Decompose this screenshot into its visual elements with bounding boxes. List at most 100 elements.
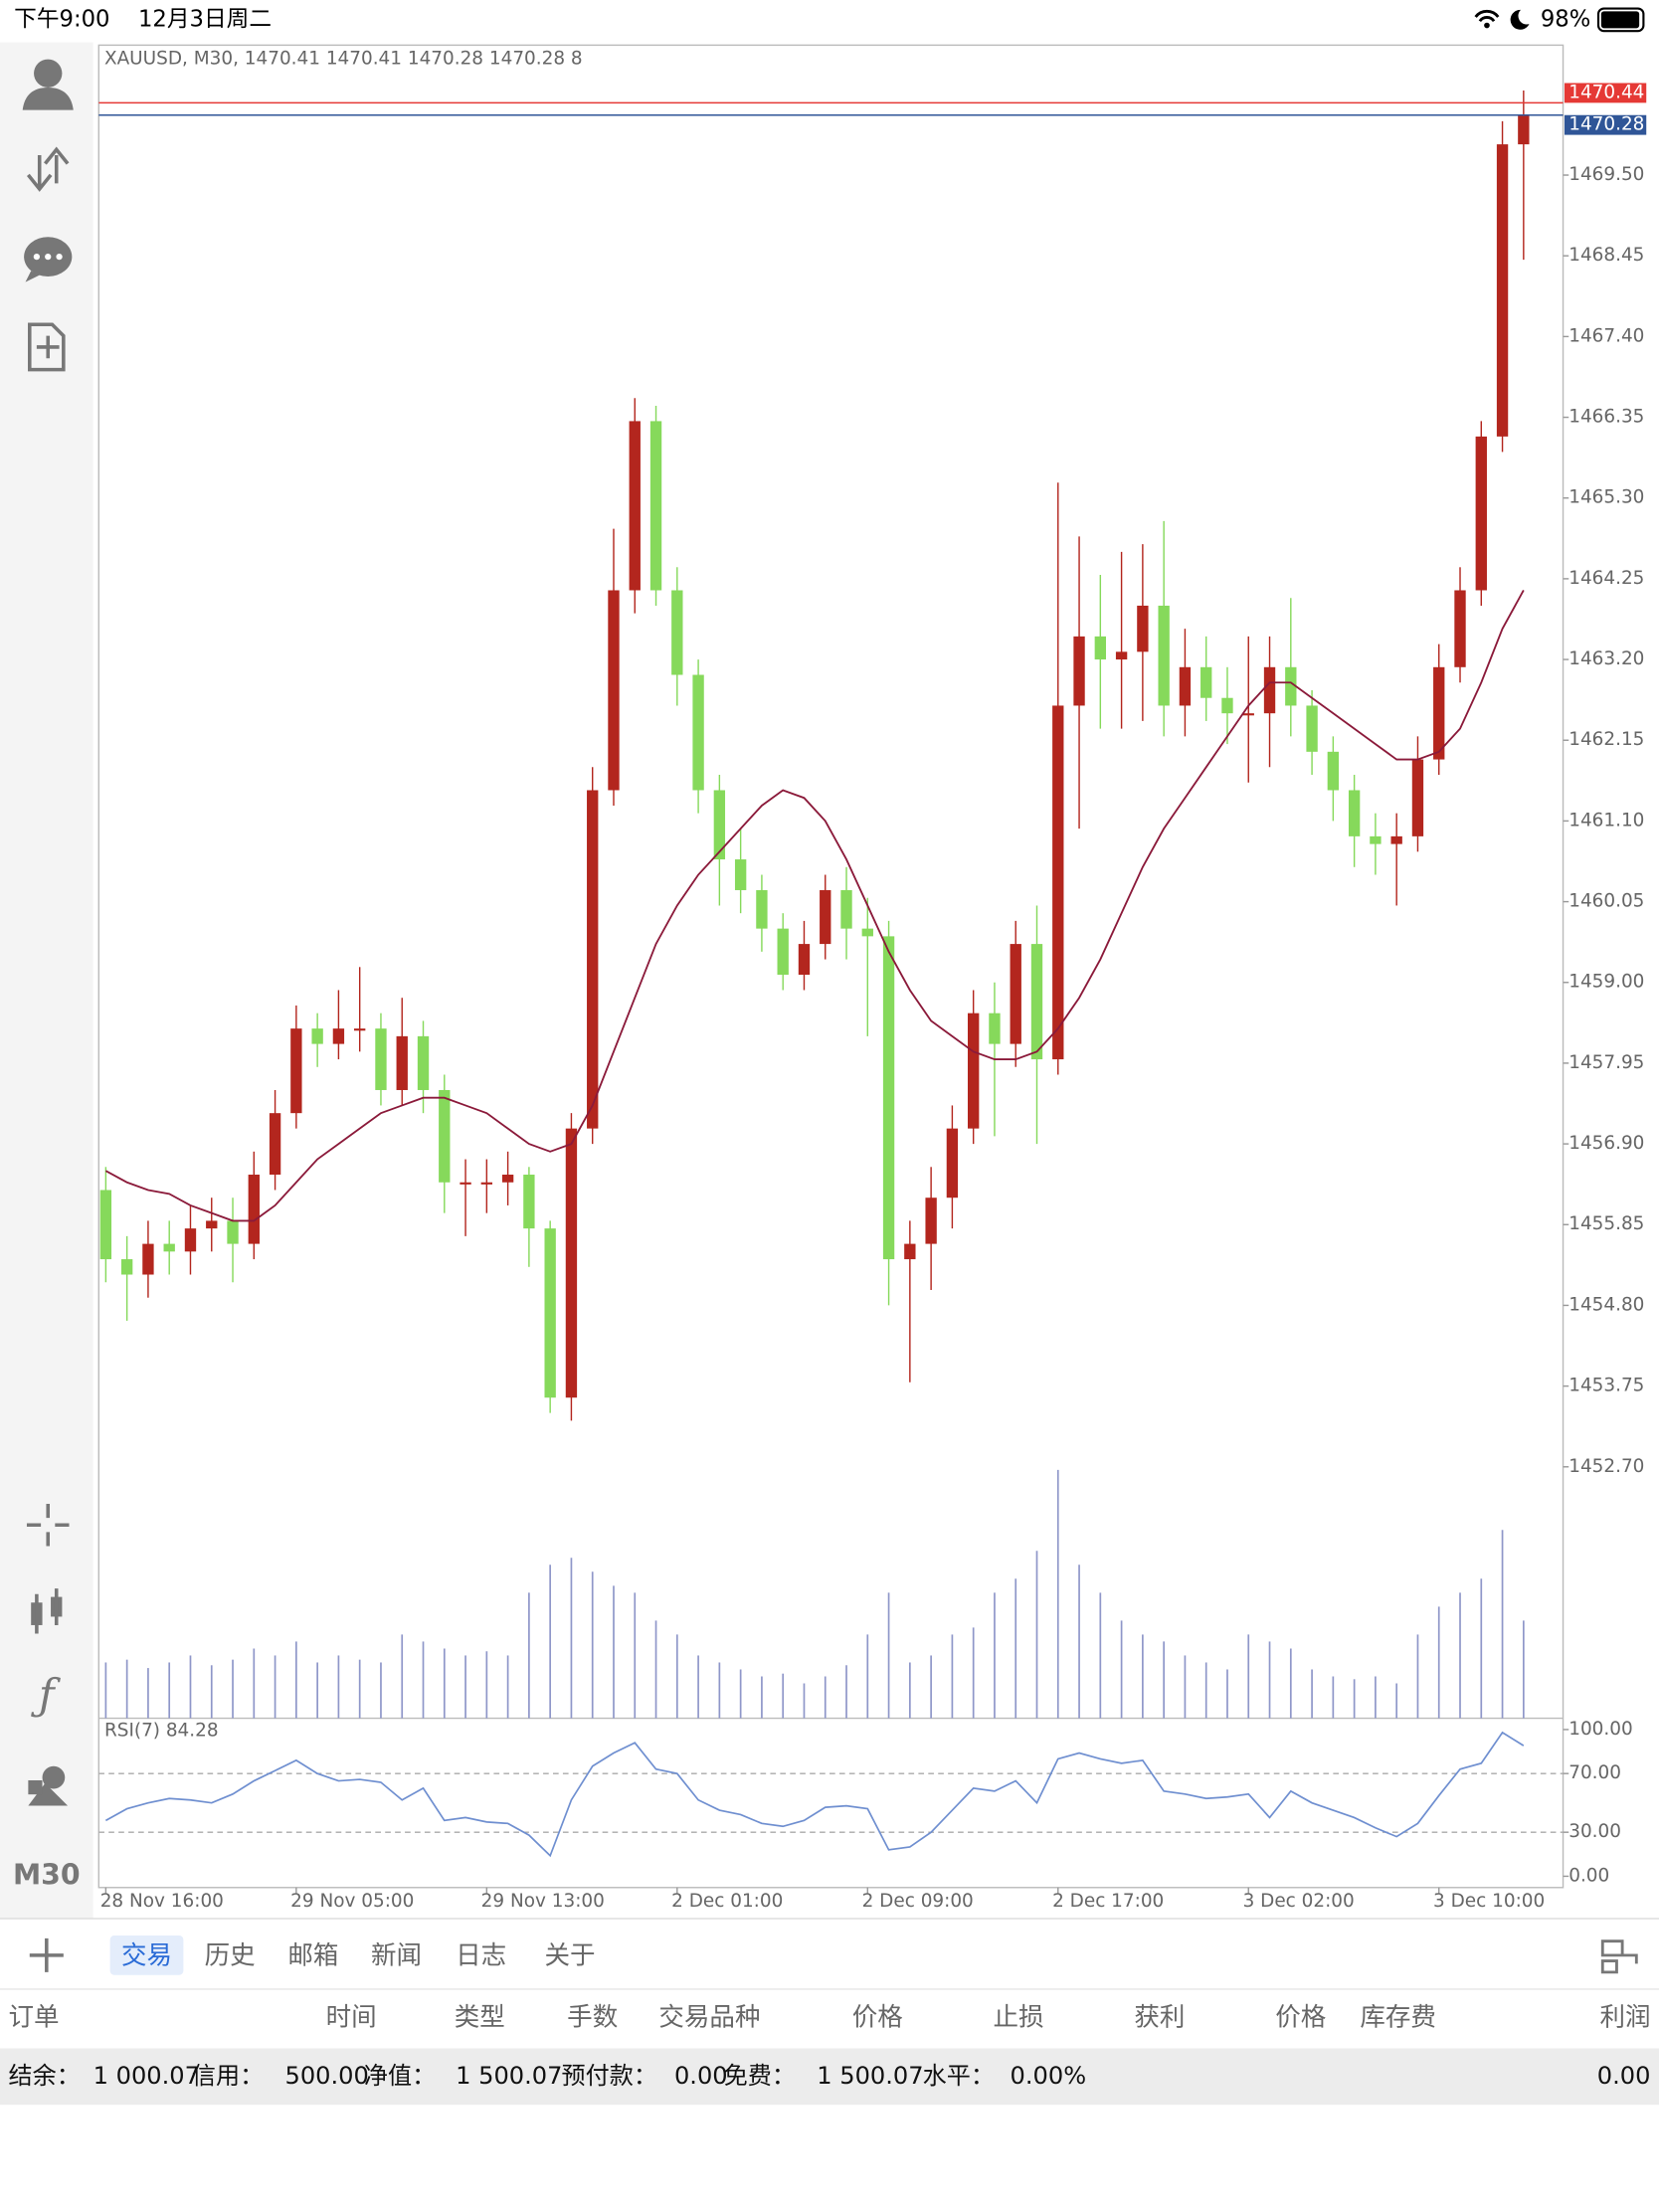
battery-fill <box>1600 11 1640 29</box>
tab[interactable]: 新闻 <box>371 1940 422 1970</box>
candle-body <box>820 889 831 945</box>
crosshair-button[interactable] <box>26 1503 70 1547</box>
summary-value: 1 500.07 <box>817 2062 923 2090</box>
column-header: 类型 <box>455 2003 505 2033</box>
candle-body <box>396 1035 408 1090</box>
rsi-tick-label: 0.00 <box>1568 1865 1609 1886</box>
candle-body <box>99 1190 112 1260</box>
candle-body <box>1242 713 1254 716</box>
candle-body <box>1475 436 1487 591</box>
candle-body <box>671 590 683 675</box>
tab[interactable]: 交易 <box>121 1940 172 1970</box>
y-tick-label: 1461.10 <box>1568 810 1644 830</box>
candle-body <box>248 1175 260 1244</box>
battery-frame <box>1596 7 1645 33</box>
candle-body <box>1390 835 1402 844</box>
candle-body <box>227 1220 239 1244</box>
column-header: 获利 <box>1134 2003 1185 2033</box>
x-tick-label: 2 Dec 01:00 <box>671 1891 783 1912</box>
new-order-button[interactable] <box>28 322 66 372</box>
column-header: 价格 <box>852 2003 903 2033</box>
summary-value: 500.00 <box>285 2062 369 2090</box>
candle-body <box>1496 144 1509 437</box>
battery-level: 98% <box>1541 6 1590 32</box>
candle-body <box>904 1243 916 1260</box>
tabs: 交易 历史 邮箱 新闻 日志 关于 <box>121 1940 596 1970</box>
wifi-dot <box>1484 22 1490 29</box>
summary-row <box>0 2048 1659 2106</box>
x-tick-label: 28 Nov 16:00 <box>100 1891 224 1912</box>
candle-body <box>206 1220 218 1229</box>
candle-body <box>840 889 852 929</box>
candle-body <box>925 1198 937 1244</box>
summary-label: 净值： <box>364 2062 436 2090</box>
tab[interactable]: 日志 <box>456 1940 506 1970</box>
candle-body <box>882 936 895 1260</box>
chat-button[interactable] <box>24 237 73 282</box>
x-tick-label: 2 Dec 09:00 <box>862 1891 974 1912</box>
tab[interactable]: 历史 <box>205 1940 256 1970</box>
column-header: 订单 <box>9 2003 60 2033</box>
candle-body <box>480 1182 493 1185</box>
y-tick-label: 1467.40 <box>1568 325 1644 346</box>
summary-label: 预付款： <box>562 2062 657 2090</box>
summary-value: 0.00% <box>1011 2062 1087 2090</box>
y-tick-label: 1464.25 <box>1568 568 1644 589</box>
candle-body <box>1370 835 1382 844</box>
y-tick-label: 1453.75 <box>1568 1376 1644 1396</box>
account-button[interactable] <box>22 59 74 110</box>
status-date: 12月3日周二 <box>138 6 272 32</box>
candle-body <box>649 421 662 591</box>
candle-body <box>120 1259 133 1275</box>
y-tick-label: 1454.80 <box>1568 1294 1644 1315</box>
trade-button[interactable] <box>26 146 70 192</box>
candle-body <box>1158 605 1170 706</box>
y-tick-label: 1456.90 <box>1568 1133 1644 1154</box>
tab[interactable]: 邮箱 <box>287 1940 338 1970</box>
candle-body <box>1306 705 1318 752</box>
summary-value: 0.00 <box>674 2062 728 2090</box>
candle-body <box>1518 114 1530 145</box>
candle-body <box>608 590 620 791</box>
moving-average <box>104 590 1525 1222</box>
candle-body <box>1433 666 1445 760</box>
tab-highlight <box>109 1936 184 1975</box>
price-tag <box>1564 114 1647 135</box>
add-button[interactable] <box>29 1937 64 1972</box>
candle-body <box>1327 751 1340 791</box>
summary-label: 水平： <box>923 2062 995 2090</box>
y-tick-label: 1463.20 <box>1568 648 1644 669</box>
y-tick-label: 1457.95 <box>1568 1052 1644 1073</box>
x-tick-label: 29 Nov 05:00 <box>290 1891 414 1912</box>
chart-type-button[interactable] <box>31 1588 63 1634</box>
candle-body <box>1010 944 1021 1044</box>
candle-body <box>777 928 789 976</box>
candle-body <box>968 1013 980 1129</box>
y-tick-label: 1462.15 <box>1568 729 1644 750</box>
candle-body <box>1137 605 1149 652</box>
wifi-icon <box>1474 10 1500 23</box>
chart-title: XAUUSD, M30, 1470.41 1470.41 1470.28 147… <box>104 49 583 70</box>
x-tick-label: 29 Nov 13:00 <box>481 1891 605 1912</box>
price-tag-label: 1470.44 <box>1568 82 1644 102</box>
candle-body <box>1052 705 1064 1060</box>
candle-body <box>142 1243 154 1275</box>
x-tick-label: 3 Dec 02:00 <box>1243 1891 1355 1912</box>
objects-button[interactable] <box>28 1765 69 1806</box>
y-tick-label: 1460.05 <box>1568 891 1644 912</box>
candle-body <box>1073 636 1085 706</box>
candle-body <box>184 1228 197 1252</box>
candle-body <box>798 944 811 976</box>
table-header: 订单 时间 类型 手数 交易品种 价格 止损 获利 价格 库存费 利润 <box>9 2003 1651 2033</box>
candle-body <box>565 1128 578 1398</box>
y-tick-label: 1465.30 <box>1568 487 1644 508</box>
tab[interactable]: 关于 <box>545 1940 596 1970</box>
rsi-title: RSI(7) 84.28 <box>104 1720 219 1741</box>
layout-button[interactable] <box>1600 1939 1638 1974</box>
candle-body <box>1094 636 1106 660</box>
status-time: 下午9:00 <box>14 6 109 32</box>
candle-body <box>756 889 768 929</box>
timeframe-button[interactable]: M30 <box>13 1858 81 1891</box>
rsi-tick-label: 30.00 <box>1568 1821 1621 1842</box>
summary-value: 1 000.07 <box>93 2062 200 2090</box>
